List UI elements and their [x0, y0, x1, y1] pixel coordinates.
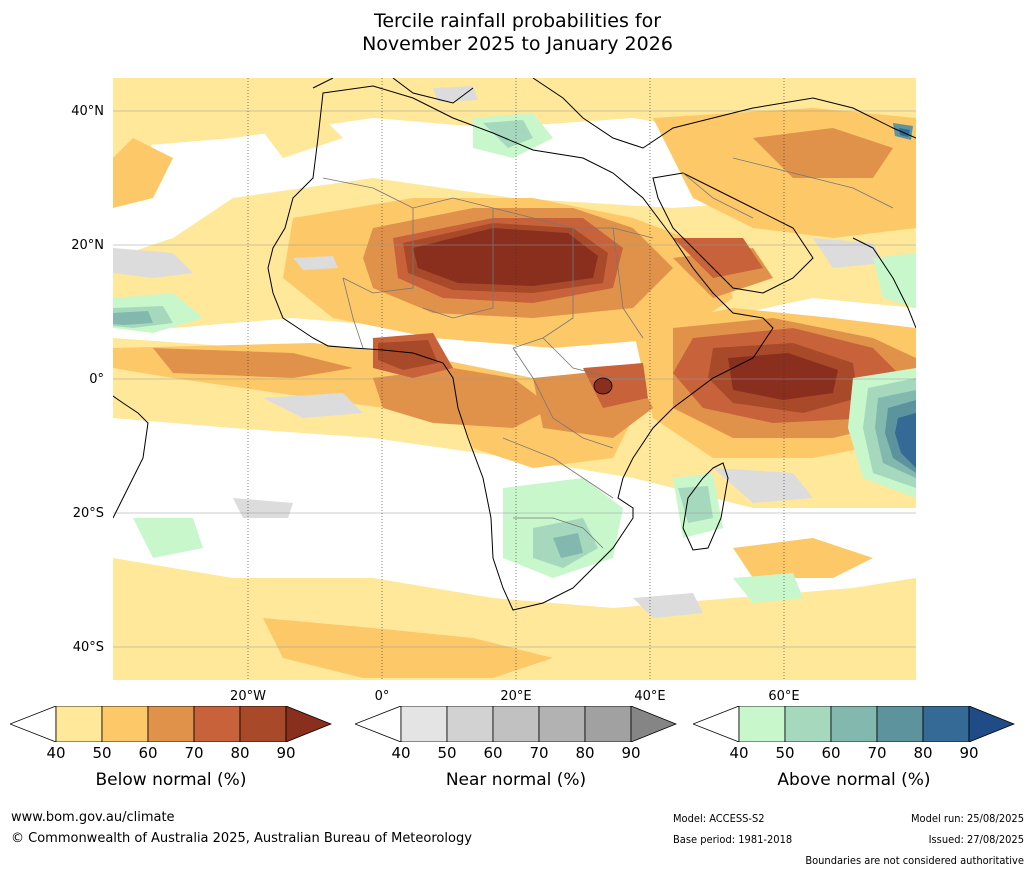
near-swatch-80-90 [584, 706, 632, 742]
probability-map [113, 78, 916, 680]
lat-label-40s: 40°S [72, 640, 104, 655]
madagascar-coastline [682, 462, 729, 551]
lat-label-0: 0° [89, 372, 104, 387]
below-swatch-40-50 [55, 706, 103, 742]
colorbar-below-normal: 40 50 60 70 80 90 Below normal (%) [10, 706, 332, 801]
above-swatch-50-60 [784, 706, 832, 742]
above-tick-60: 60 [821, 744, 841, 762]
footer-model: Model: ACCESS-S2 [673, 812, 765, 825]
near-tick-70: 70 [529, 744, 549, 762]
footer-disclaimer: Boundaries are not considered authoritat… [805, 854, 1024, 867]
above-swatch-80-90 [922, 706, 970, 742]
lat-label-20n: 20°N [71, 238, 104, 253]
below-swatch-70-80 [193, 706, 241, 742]
below-caption: Below normal (%) [95, 770, 247, 790]
below-tick-40: 40 [46, 744, 66, 762]
gridlines [113, 78, 916, 680]
near-caption: Near normal (%) [445, 770, 587, 790]
near-tick-80: 80 [575, 744, 595, 762]
below-tick-90: 90 [276, 744, 296, 762]
near-swatch-over [630, 706, 677, 742]
below-tick-80: 80 [230, 744, 250, 762]
country-borders [322, 157, 894, 549]
above-tick-40: 40 [729, 744, 749, 762]
below-normal-90-areas [413, 228, 838, 400]
near-swatch-70-80 [538, 706, 586, 742]
above-swatch-70-80 [876, 706, 924, 742]
above-swatch-60-70 [830, 706, 878, 742]
below-swatch-60-70 [147, 706, 195, 742]
india-coastline [852, 237, 916, 329]
lon-label-20w: 20°W [230, 689, 266, 704]
below-tick-50: 50 [92, 744, 112, 762]
lon-label-0: 0° [374, 689, 390, 704]
below-swatch-50-60 [101, 706, 149, 742]
footer-model-run: Model run: 25/08/2025 [911, 812, 1024, 825]
lat-label-40n: 40°N [71, 104, 104, 119]
colorbar-near-normal: 40 50 60 70 80 90 Near normal (%) [355, 706, 677, 801]
below-tick-70: 70 [184, 744, 204, 762]
below-swatch-under [10, 706, 57, 742]
south-america-coastline [113, 395, 149, 519]
colorbar-below-swatches [10, 706, 332, 742]
near-swatch-60-70 [492, 706, 540, 742]
coastlines [113, 78, 916, 611]
below-tick-60: 60 [138, 744, 158, 762]
above-swatch-under [693, 706, 740, 742]
lat-label-20s: 20°S [72, 506, 104, 521]
near-tick-40: 40 [391, 744, 411, 762]
near-tick-50: 50 [437, 744, 457, 762]
above-tick-50: 50 [775, 744, 795, 762]
footer-base-period: Base period: 1981-2018 [673, 833, 793, 846]
colorbar-near-swatches [355, 706, 677, 742]
below-swatch-over [285, 706, 332, 742]
africa-coastline [267, 85, 774, 611]
near-tick-90: 90 [621, 744, 641, 762]
colorbar-above-swatches [693, 706, 1015, 742]
above-swatch-over [968, 706, 1015, 742]
footer-issued: Issued: 27/08/2025 [928, 833, 1024, 846]
europe-coastline [312, 78, 916, 149]
colorbar-above-normal: 40 50 60 70 80 90 Above normal (%) [693, 706, 1015, 801]
above-tick-80: 80 [913, 744, 933, 762]
above-tick-70: 70 [867, 744, 887, 762]
above-swatch-40-50 [738, 706, 786, 742]
above-tick-90: 90 [959, 744, 979, 762]
below-swatch-80-90 [239, 706, 287, 742]
lakes [593, 377, 613, 395]
map-title: Tercile rainfall probabilities for Novem… [0, 10, 1035, 56]
near-swatch-40-50 [400, 706, 448, 742]
footer-copyright: © Commonwealth of Australia 2025, Austra… [11, 831, 472, 846]
lon-label-20e: 20°E [500, 689, 532, 704]
title-line-1: Tercile rainfall probabilities for [373, 10, 662, 32]
footer-website: www.bom.gov.au/climate [11, 810, 175, 825]
arabia-coastline [652, 172, 814, 294]
lon-label-60e: 60°E [768, 689, 800, 704]
above-caption: Above normal (%) [777, 770, 931, 790]
near-normal-areas [113, 86, 883, 618]
lon-label-40e: 40°E [634, 689, 666, 704]
near-swatch-50-60 [446, 706, 494, 742]
title-line-2: November 2025 to January 2026 [362, 33, 673, 55]
near-tick-60: 60 [483, 744, 503, 762]
map-svg [113, 78, 916, 680]
near-swatch-under [355, 706, 402, 742]
